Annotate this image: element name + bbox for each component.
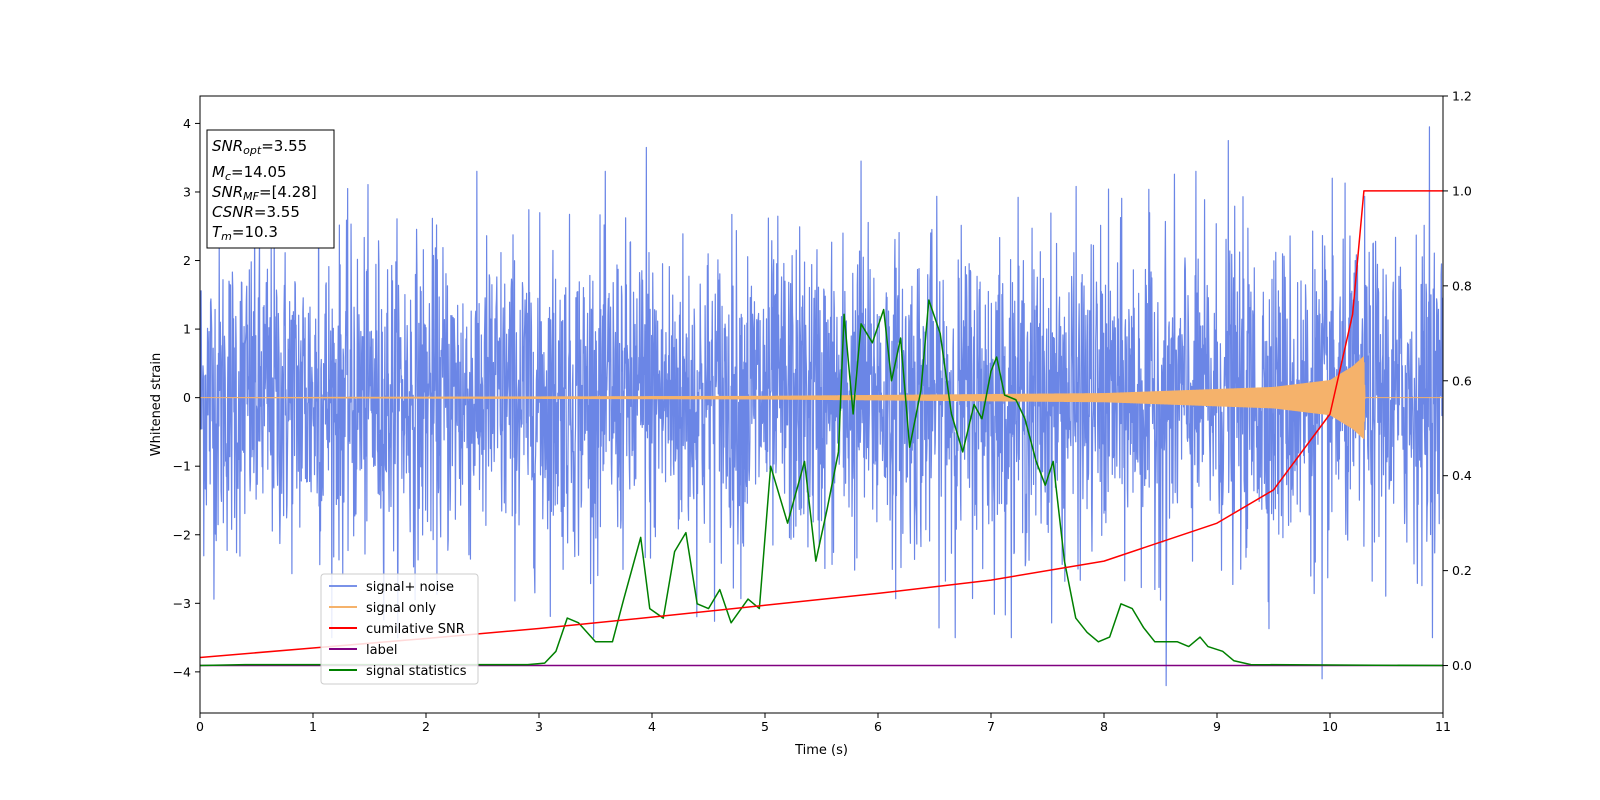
annotation-tm-sub: m [221, 230, 232, 243]
y-right-tick-label: 0.2 [1452, 563, 1472, 578]
annotation-snr-mf: SNRMF=[4.28] [212, 183, 317, 203]
legend-label-label: label [366, 643, 397, 658]
annotation-mc: Mc=14.05 [212, 163, 287, 183]
x-tick-label: 11 [1435, 719, 1451, 734]
annotation-snr-opt: SNRopt=3.55 [212, 137, 307, 157]
annotation-csnr: CSNR=3.55 [212, 203, 300, 221]
x-tick-label: 6 [874, 719, 882, 734]
x-tick-label: 5 [761, 719, 769, 734]
legend-label-signal-noise: signal+ noise [366, 580, 454, 595]
x-tick-label: 7 [987, 719, 995, 734]
annotation-tm-value: =10.3 [232, 223, 278, 241]
x-tick-label: 9 [1213, 719, 1221, 734]
y-right-tick-label: 0.8 [1452, 278, 1472, 293]
series-signal-only [200, 356, 1443, 440]
legend-frame [320, 573, 479, 685]
annotation-snr-opt-value: =3.55 [261, 137, 307, 155]
x-tick-label: 10 [1322, 719, 1338, 734]
y-axis-left-label: Whitened strain [149, 353, 164, 456]
x-tick-label: 3 [535, 719, 543, 734]
annotation-tm-main: T [212, 223, 223, 241]
annotation-snr-mf-value: =[4.28] [259, 183, 317, 201]
y-axis-right: 1.2 1.0 0.8 0.6 0.4 0.2 0.0 [1443, 89, 1472, 673]
annotation-box: SNRopt=3.55 Mc=14.05 SNRMF=[4.28] CSNR=3… [206, 129, 335, 249]
series-signal-statistics [200, 299, 1443, 667]
legend-label-signal-only: signal only [366, 601, 436, 616]
legend-label-cumilative-snr: cumilative SNR [366, 622, 465, 637]
annotation-mc-main: M [212, 163, 225, 181]
annotation-snr-opt-main: SNR [212, 137, 243, 155]
y-left-tick-label: 1 [183, 322, 191, 337]
annotation-snr-mf-main: SNR [212, 183, 243, 201]
annotation-mc-sub: c [225, 170, 231, 183]
y-left-tick-label: −4 [173, 664, 191, 679]
annotation-csnr-main: CSNR [212, 203, 254, 221]
x-tick-label: 2 [422, 719, 430, 734]
y-right-tick-label: 0.4 [1452, 468, 1472, 483]
annotation-snr-opt-sub: opt [243, 144, 262, 157]
legend: signal+ noise signal only cumilative SNR… [320, 573, 479, 685]
x-tick-label: 0 [196, 719, 204, 734]
annotation-tm: Tm=10.3 [212, 223, 278, 243]
y-right-tick-label: 1.0 [1452, 183, 1472, 198]
x-tick-label: 8 [1100, 719, 1108, 734]
y-left-tick-label: 0 [183, 390, 191, 405]
annotation-mc-value: =14.05 [231, 163, 287, 181]
y-left-tick-label: 2 [183, 253, 191, 268]
y-right-tick-label: 1.2 [1452, 89, 1472, 104]
x-tick-label: 4 [648, 719, 656, 734]
legend-label-signal-statistics: signal statistics [366, 664, 467, 679]
plot-frame [199, 95, 1444, 714]
y-left-tick-label: −3 [173, 596, 191, 611]
annotation-snr-mf-sub: MF [243, 190, 259, 203]
y-right-tick-label: 0.0 [1452, 658, 1472, 673]
y-left-tick-label: −1 [173, 459, 191, 474]
y-axis-left: 4 3 2 1 0 −1 −2 −3 −4 [173, 116, 200, 679]
y-right-tick-label: 0.6 [1452, 373, 1472, 388]
x-tick-label: 1 [309, 719, 317, 734]
x-axis-label: Time (s) [794, 743, 848, 758]
annotation-csnr-value: =3.55 [254, 203, 300, 221]
y-left-tick-label: −2 [173, 527, 191, 542]
x-axis: 0 1 2 3 4 5 6 7 8 9 10 11 [196, 713, 1451, 734]
y-left-tick-label: 4 [183, 116, 191, 131]
y-left-tick-label: 3 [183, 184, 191, 199]
annotation-frame [206, 129, 335, 249]
